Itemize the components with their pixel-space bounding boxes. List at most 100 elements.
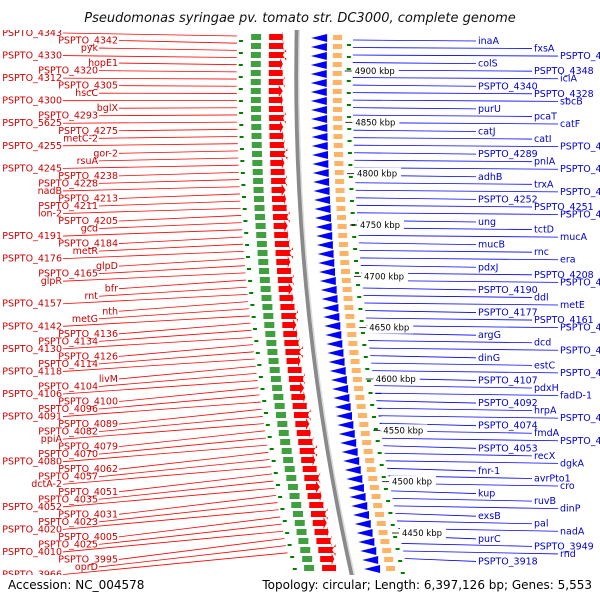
left-connector-line: [62, 487, 275, 508]
annotation-block: [277, 421, 288, 427]
annotation-block: [267, 349, 278, 355]
track-tick: [252, 328, 257, 330]
annotation-block: [251, 133, 262, 139]
track-tick: [254, 340, 259, 342]
forward-gene-feature: [271, 184, 286, 196]
left-connector-line: [98, 308, 249, 320]
left-connector-line: [62, 444, 268, 463]
right-gene-label: exsB: [478, 511, 501, 522]
track-tick: [346, 56, 351, 58]
left-connector-line: [98, 523, 282, 545]
right-gene-label: mucB: [478, 240, 505, 251]
reverse-gene-feature: [318, 259, 335, 267]
right-connector-line: [377, 407, 533, 411]
left-gene-label: metR: [73, 246, 99, 257]
right-gene-label: PSPTO_4267: [560, 187, 600, 198]
scale-label-bg: [367, 321, 414, 334]
track-tick: [242, 208, 247, 210]
left-connector-line: [62, 466, 271, 485]
left-gene-label: dctA-2: [31, 479, 62, 490]
annotation-block: [334, 152, 344, 157]
scale-label: 4650 kbp: [369, 324, 409, 334]
right-connector-line: [371, 362, 533, 366]
reverse-gene-feature: [340, 439, 357, 447]
annotation-block: [259, 268, 270, 274]
right-gene-label: PSPTO_4092: [478, 398, 538, 409]
forward-gene-feature: [275, 247, 293, 259]
left-gene-label: PSPTO_4136: [58, 329, 118, 340]
forward-gene-feature: [268, 40, 285, 52]
forward-gene-feature: [282, 319, 297, 331]
left-gene-label: hopE1: [88, 58, 118, 69]
annotation-block: [292, 511, 303, 517]
left-connector-line: [98, 114, 238, 117]
forward-gene-feature: [298, 436, 314, 448]
scale-label-bg: [399, 527, 446, 539]
left-connector-line: [62, 294, 248, 305]
right-gene-label: PSPTO_4348: [534, 66, 594, 77]
track-tick: [240, 160, 245, 162]
forward-gene-feature: [272, 202, 287, 214]
annotation-block: [355, 395, 365, 400]
left-gene-label: PSPTO_4213: [58, 193, 118, 204]
left-gene-label: glpD: [96, 261, 118, 272]
track-tick: [395, 548, 400, 550]
forward-gene-feature: [320, 553, 335, 565]
annotation-block: [252, 151, 263, 157]
reverse-gene-feature: [312, 160, 329, 168]
left-gene-label: PSPTO_4091: [2, 412, 62, 423]
scale-label: 4550 kbp: [383, 426, 423, 436]
scale-label: 4900 kbp: [355, 67, 395, 77]
right-connector-line: [362, 287, 477, 291]
left-gene-label: PSPTO_4312: [2, 73, 62, 84]
annotation-block: [374, 512, 384, 517]
accession-text: Accession: NC_004578: [8, 578, 144, 592]
right-connector-line: [374, 385, 533, 389]
right-gene-label: dgkA: [560, 458, 585, 469]
annotation-block: [369, 485, 379, 490]
left-connector-line: [98, 416, 263, 432]
right-connector-line: [365, 310, 477, 313]
forward-gene-feature: [290, 382, 305, 394]
annotation-block: [341, 278, 351, 283]
reverse-gene-feature: [311, 124, 328, 132]
forward-gene-feature: [270, 157, 285, 169]
right-connector-line: [396, 520, 533, 525]
forward-gene-feature: [270, 148, 288, 160]
track-tick: [368, 392, 373, 394]
right-gene-label: PSPTO_4107: [478, 375, 538, 386]
track-tick: [260, 388, 265, 390]
right-gene-label: PSPTO_3949: [534, 541, 594, 552]
reverse-gene-feature: [314, 205, 331, 213]
annotation-block: [335, 179, 345, 184]
right-connector-line: [358, 234, 559, 238]
left-connector-line: [118, 495, 277, 515]
left-gene-label: PSPTO_4080: [2, 457, 62, 468]
right-gene-label: fadD-1: [560, 391, 592, 402]
right-gene-label: rnc: [534, 247, 549, 258]
track-tick: [363, 356, 368, 358]
right-gene-label: purC: [478, 534, 501, 545]
left-connector-line: [62, 164, 239, 169]
annotation-block: [351, 368, 361, 373]
track-tick: [355, 272, 360, 274]
forward-gene-feature: [268, 76, 285, 88]
left-connector-line: [98, 437, 267, 455]
reverse-gene-feature: [314, 196, 331, 204]
track-tick: [263, 412, 268, 414]
annotation-block: [251, 34, 262, 40]
left-connector-line: [118, 322, 251, 335]
left-gene-label: PSPTO_4089: [58, 419, 118, 430]
annotation-block: [251, 142, 262, 148]
track-tick: [347, 152, 352, 154]
right-connector-line: [353, 129, 477, 132]
track-tick: [360, 332, 365, 334]
right-gene-label: PSPTO_4289: [478, 149, 538, 160]
track-tick: [358, 308, 363, 310]
right-gene-label: fxsA: [534, 44, 555, 55]
right-gene-label: pnlA: [534, 157, 556, 168]
right-gene-label: PSPTO_4166: [560, 323, 600, 334]
annotation-block: [274, 403, 285, 409]
left-gene-label: nadB: [38, 186, 62, 197]
annotation-block: [360, 431, 370, 436]
